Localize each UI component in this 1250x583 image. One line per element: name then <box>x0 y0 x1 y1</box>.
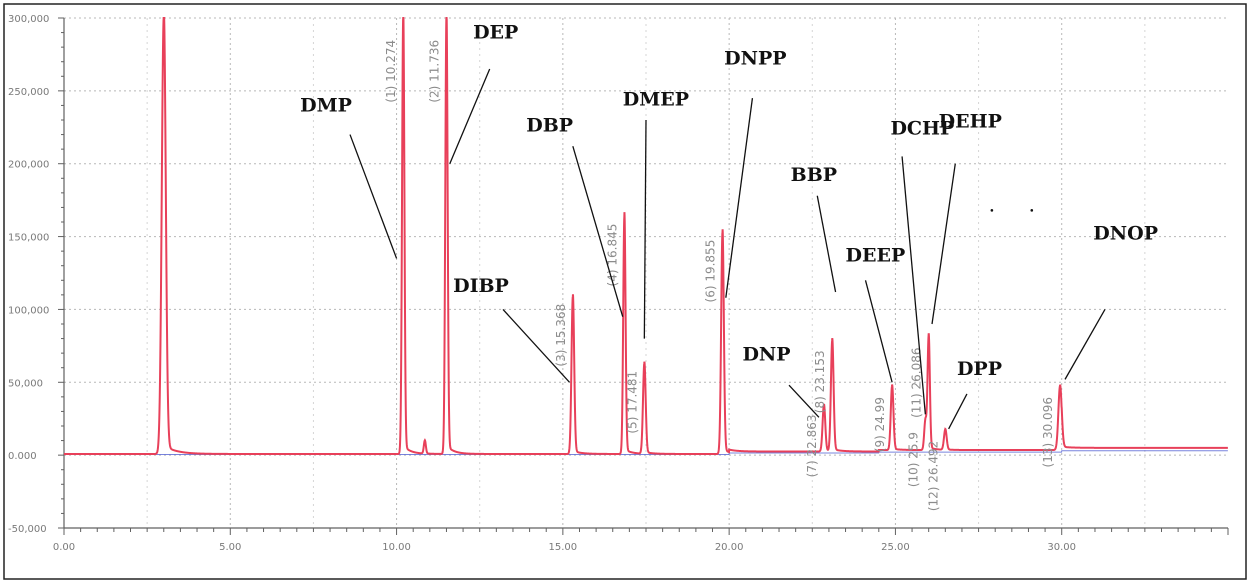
compound-annotation-label: DMEP <box>623 88 689 110</box>
y-tick-label: 200,000 <box>8 160 49 171</box>
stray-dot <box>990 209 994 212</box>
x-tick-label: 0.00 <box>53 542 75 553</box>
peak-retention-label: (2) 11.736 <box>427 40 441 103</box>
peak-retention-label: (12) 26.492 <box>926 441 940 511</box>
compound-annotation-label: DEP <box>473 21 518 43</box>
annotation-leader-line <box>449 68 491 164</box>
y-tick-label: 300,000 <box>8 14 49 25</box>
annotation-leader-line <box>502 308 570 383</box>
annotation-leader-line <box>572 146 624 317</box>
compound-annotation-label: DMP <box>300 94 352 116</box>
annotation-leader-line <box>864 280 893 383</box>
annotation-leader-line <box>901 156 927 415</box>
x-tick-label: 20.00 <box>715 542 744 553</box>
peak-retention-label: (9) 24.99 <box>873 397 887 452</box>
compound-annotation-label: DIBP <box>453 275 509 297</box>
compound-annotation-label: DCHP <box>890 118 954 140</box>
peak-retention-label: (4) 16.845 <box>605 224 619 287</box>
peak-retention-label: (5) 17.481 <box>625 371 639 434</box>
compound-annotation-label: DBP <box>526 115 573 137</box>
compound-annotation-label: DPP <box>957 358 1002 380</box>
x-tick-label: 15.00 <box>549 542 578 553</box>
annotation-leader-line <box>643 119 647 339</box>
axes <box>58 17 1229 535</box>
y-axis-tick-labels: -50,000 0.000 50,000 100,000 150,000 200,000 2… <box>8 14 49 535</box>
y-tick-label: 50,000 <box>8 378 43 389</box>
peak-retention-label: (11) 26.086 <box>910 347 924 417</box>
annotation-leader-line <box>816 195 837 293</box>
chromatogram-trace <box>64 17 1228 455</box>
y-tick-label: -50,000 <box>8 524 47 535</box>
peak-retention-label: (1) 10.274 <box>384 40 398 103</box>
y-tick-label: 150,000 <box>8 233 49 244</box>
peak-retention-label: (10) 25.9 <box>906 432 920 487</box>
compound-annotation-label: DEHP <box>939 110 1002 132</box>
y-tick-label: 0.000 <box>8 451 37 462</box>
annotation-leader-line <box>948 393 968 430</box>
peak-retention-label: (8) 23.153 <box>813 350 827 413</box>
peak-retention-label: (6) 19.855 <box>703 240 717 303</box>
x-tick-label: 30.00 <box>1047 542 1076 553</box>
compound-annotation-label: DNOP <box>1093 222 1158 244</box>
compound-annotation-label: DNP <box>742 343 790 365</box>
peak-retention-label: (3) 15.368 <box>554 304 568 367</box>
compound-annotation-label: DEEP <box>846 244 906 266</box>
annotation-leader-line <box>788 384 820 418</box>
y-tick-label: 250,000 <box>8 87 49 98</box>
annotation-leader-line <box>349 134 398 259</box>
stray-dot <box>1030 209 1034 212</box>
annotation-leader-line <box>1064 309 1106 380</box>
x-tick-label: 25.00 <box>881 542 910 553</box>
peak-retention-label: (7) 22.863 <box>805 415 819 478</box>
chromatogram-traces <box>64 17 1228 455</box>
annotation-leader-line <box>725 98 754 298</box>
y-tick-label: 100,000 <box>8 305 49 316</box>
x-tick-label: 10.00 <box>382 542 411 553</box>
compound-annotation-label: BBP <box>791 164 837 186</box>
peak-labels: (1) 10.274 (2) 11.736 (3) 15.368 (4) 16.845… <box>384 40 1055 511</box>
peak-retention-label: (13) 30.096 <box>1041 397 1055 467</box>
x-tick-label: 5.00 <box>219 542 241 553</box>
annotation-leader-line <box>931 163 956 325</box>
x-axis-tick-labels: 0.00 5.00 10.00 15.00 20.00 25.00 30.00 <box>53 542 1076 553</box>
compound-annotation-label: DNPP <box>724 48 786 70</box>
